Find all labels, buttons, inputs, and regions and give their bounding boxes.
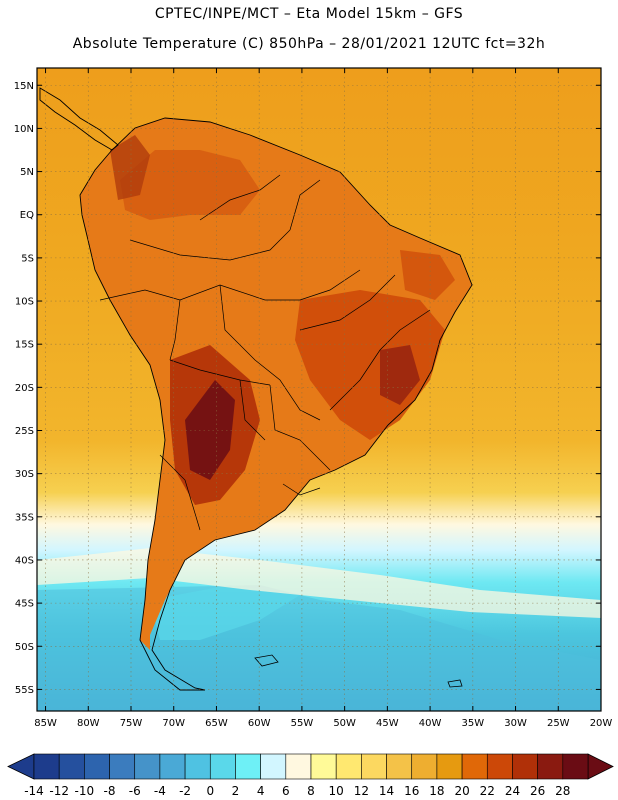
colorbar-swatch — [512, 753, 538, 780]
colorbar-label: 12 — [354, 784, 369, 798]
colorbar-label: 10 — [329, 784, 344, 798]
colorbar-label: 26 — [530, 784, 545, 798]
hot-region-northeast — [400, 250, 455, 300]
colorbar-swatch — [411, 753, 438, 780]
colorbar-swatch — [33, 753, 60, 780]
lat-tick-label: 50S — [15, 642, 34, 653]
coastline — [79, 117, 473, 691]
cold-region-patagonia — [150, 585, 300, 640]
colorbar-swatch — [486, 753, 513, 780]
map-frame — [36, 67, 602, 712]
colorbar-label: -10 — [75, 784, 95, 798]
colorbar-label: 4 — [257, 784, 265, 798]
lat-tick-label: 20S — [15, 383, 34, 394]
colorbar: -14 -12 -10 -8 -6 -4 -2 0 2 4 6 8 10 12 14 16 18 20 22 24 26… — [7, 753, 614, 798]
colorbar-label: 2 — [232, 784, 240, 798]
lon-tick-label: 65W — [205, 718, 228, 729]
lat-tick-label: 45S — [15, 599, 34, 610]
lon-tick-label: 75W — [120, 718, 143, 729]
colorbar-swatch — [58, 753, 85, 780]
colorbar-low-arrow — [7, 753, 35, 780]
colorbar-label: 20 — [454, 784, 469, 798]
lon-tick-label: 40W — [419, 718, 442, 729]
lon-tick-label: 50W — [333, 718, 356, 729]
colorbar-swatch — [235, 753, 261, 780]
colorbar-label: -12 — [49, 784, 69, 798]
south-georgia — [447, 679, 463, 688]
lon-tick-label: 35W — [462, 718, 485, 729]
lon-tick-label: 80W — [77, 718, 100, 729]
lon-tick-label: 60W — [248, 718, 271, 729]
colorbar-label: 18 — [429, 784, 444, 798]
colorbar-swatch — [134, 753, 161, 780]
colorbar-swatch — [562, 753, 589, 780]
hot-region-north — [120, 150, 260, 220]
colorbar-label: 22 — [480, 784, 495, 798]
colorbar-label: 28 — [555, 784, 570, 798]
colorbar-label: 8 — [307, 784, 315, 798]
colorbar-label: -6 — [129, 784, 141, 798]
colorbar-label: -2 — [179, 784, 191, 798]
lat-tick-label: 25S — [15, 426, 34, 437]
continent-warm-area — [80, 118, 472, 650]
central-america-coast — [39, 87, 119, 151]
colorbar-swatch — [361, 753, 387, 780]
lat-tick-label: 15S — [15, 340, 34, 351]
colorbar-swatch — [260, 753, 287, 780]
lat-tick-label: 10N — [14, 124, 34, 135]
lon-tick-label: 70W — [162, 718, 185, 729]
colorbar-swatch — [209, 753, 236, 780]
hottest-region — [185, 380, 235, 480]
falkland-islands — [254, 654, 279, 667]
colorbar-label: 6 — [282, 784, 290, 798]
country-borders — [99, 174, 431, 531]
lon-tick-label: 85W — [34, 718, 57, 729]
colorbar-swatch — [537, 753, 564, 780]
colorbar-label: 0 — [206, 784, 214, 798]
colorbar-swatch — [109, 753, 136, 780]
lon-tick-label: 45W — [376, 718, 399, 729]
colorbar-label: -4 — [154, 784, 166, 798]
colorbar-swatch — [285, 753, 312, 780]
lat-tick-label: 5S — [21, 253, 34, 264]
colorbar-swatch — [159, 753, 186, 780]
hot-region-andes-north — [110, 135, 150, 200]
colorbar-swatch — [184, 753, 211, 780]
lon-tick-label: 30W — [504, 718, 527, 729]
map-title-line2: Absolute Temperature (C) 850hPa – 28/01/… — [72, 36, 546, 52]
colorbar-swatch — [310, 753, 337, 780]
lat-tick-label: 35S — [15, 512, 34, 523]
colorbar-label: 24 — [505, 784, 520, 798]
lat-tick-label: 30S — [15, 469, 34, 480]
colorbar-label: -14 — [24, 784, 44, 798]
lon-tick-label: 25W — [547, 718, 570, 729]
axis-ticks: 15N 10N 5N EQ 5S 10S 15S 20S 25S 30S 35S 40S 45S 50S 5… — [14, 68, 613, 729]
colorbar-swatch — [386, 753, 413, 780]
lon-tick-label: 20W — [590, 718, 613, 729]
colorbar-swatch — [436, 753, 463, 780]
lat-tick-label: 40S — [15, 555, 34, 566]
colorbar-label: 16 — [404, 784, 419, 798]
lon-tick-label: 55W — [291, 718, 314, 729]
lat-tick-label: 55S — [15, 685, 34, 696]
lat-tick-label: 15N — [14, 81, 34, 92]
lat-tick-label: 10S — [15, 297, 34, 308]
map-title-line1: CPTEC/INPE/MCT – Eta Model 15km – GFS — [154, 6, 464, 22]
colorbar-swatch — [335, 753, 362, 780]
colorbar-swatch — [461, 753, 488, 780]
colorbar-label: 14 — [379, 784, 394, 798]
colorbar-swatch — [84, 753, 110, 780]
hot-region-minas — [380, 345, 420, 405]
lat-tick-label: 5N — [20, 167, 34, 178]
colorbar-label: -8 — [104, 784, 116, 798]
colorbar-high-arrow — [587, 753, 614, 780]
lat-tick-label: EQ — [20, 210, 34, 221]
graticule — [37, 68, 601, 711]
